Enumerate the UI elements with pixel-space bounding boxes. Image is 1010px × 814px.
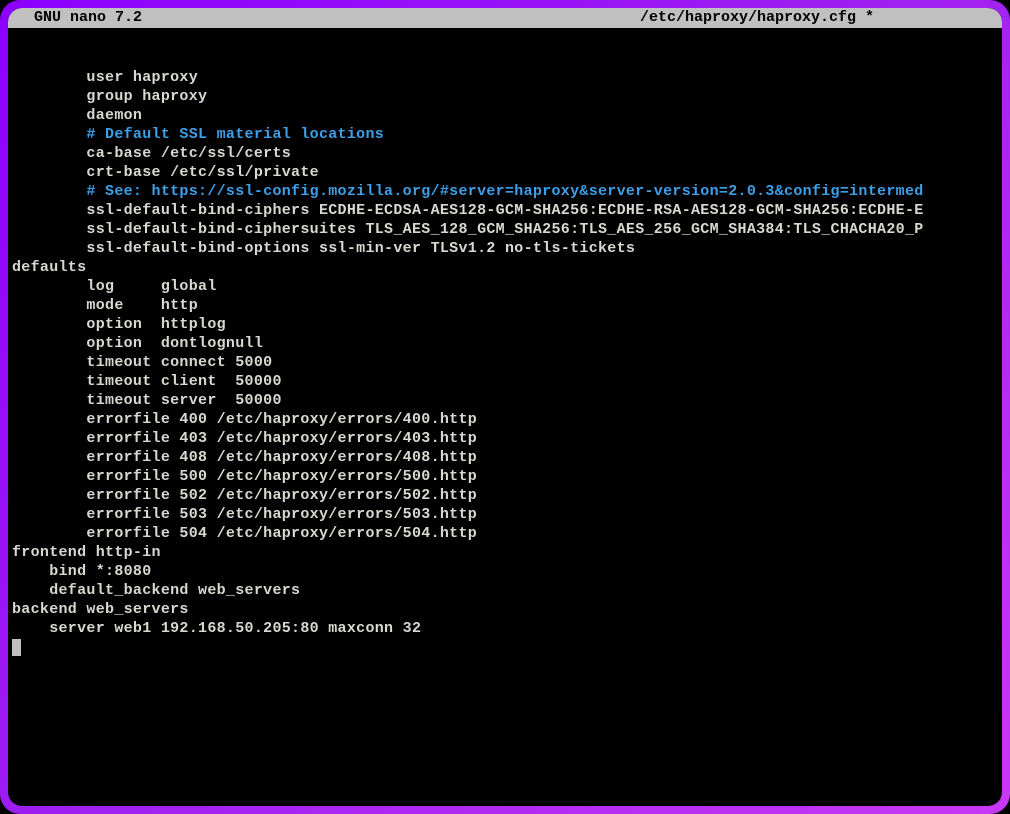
config-text: ssl-default-bind-ciphersuites TLS_AES_12… xyxy=(12,221,924,238)
editor-line: mode http xyxy=(8,296,1002,315)
config-text: timeout connect 5000 xyxy=(12,354,272,371)
config-text: user haproxy xyxy=(12,69,198,86)
cursor xyxy=(12,639,21,656)
terminal-inner: GNU nano 7.2 /etc/haproxy/haproxy.cfg * … xyxy=(8,8,1002,806)
config-text: group haproxy xyxy=(12,88,207,105)
config-text: ssl-default-bind-options ssl-min-ver TLS… xyxy=(12,240,635,257)
config-text: errorfile 400 /etc/haproxy/errors/400.ht… xyxy=(12,411,477,428)
config-text: frontend http-in xyxy=(12,544,161,561)
editor-line: group haproxy xyxy=(8,87,1002,106)
editor-line: log global xyxy=(8,277,1002,296)
config-text: errorfile 500 /etc/haproxy/errors/500.ht… xyxy=(12,468,477,485)
editor-line: errorfile 504 /etc/haproxy/errors/504.ht… xyxy=(8,524,1002,543)
editor-line: frontend http-in xyxy=(8,543,1002,562)
editor-line: timeout client 50000 xyxy=(8,372,1002,391)
editor-line: ca-base /etc/ssl/certs xyxy=(8,144,1002,163)
editor-line: errorfile 500 /etc/haproxy/errors/500.ht… xyxy=(8,467,1002,486)
editor-line: defaults xyxy=(8,258,1002,277)
editor-line: timeout server 50000 xyxy=(8,391,1002,410)
config-text: mode http xyxy=(12,297,198,314)
config-text: ca-base /etc/ssl/certs xyxy=(12,145,291,162)
config-text: server web1 192.168.50.205:80 maxconn 32 xyxy=(12,620,421,637)
config-text: crt-base /etc/ssl/private xyxy=(12,164,319,181)
editor-line: ssl-default-bind-ciphersuites TLS_AES_12… xyxy=(8,220,1002,239)
editor-line: default_backend web_servers xyxy=(8,581,1002,600)
config-text: errorfile 502 /etc/haproxy/errors/502.ht… xyxy=(12,487,477,504)
config-text: option dontlognull xyxy=(12,335,263,352)
config-text: default_backend web_servers xyxy=(12,582,300,599)
app-name: GNU nano 7.2 xyxy=(16,8,142,28)
title-spacer xyxy=(142,8,640,28)
editor-line: option dontlognull xyxy=(8,334,1002,353)
editor-line: errorfile 502 /etc/haproxy/errors/502.ht… xyxy=(8,486,1002,505)
editor-line: user haproxy xyxy=(8,68,1002,87)
editor-line: errorfile 403 /etc/haproxy/errors/403.ht… xyxy=(8,429,1002,448)
editor-line: ssl-default-bind-options ssl-min-ver TLS… xyxy=(8,239,1002,258)
file-path: /etc/haproxy/haproxy.cfg * xyxy=(640,8,994,28)
editor-line: # Default SSL material locations xyxy=(8,125,1002,144)
editor-line: errorfile 408 /etc/haproxy/errors/408.ht… xyxy=(8,448,1002,467)
config-text: errorfile 408 /etc/haproxy/errors/408.ht… xyxy=(12,449,477,466)
editor-line: crt-base /etc/ssl/private xyxy=(8,163,1002,182)
config-text: option httplog xyxy=(12,316,226,333)
config-text: timeout client 50000 xyxy=(12,373,282,390)
config-text: timeout server 50000 xyxy=(12,392,282,409)
config-text: daemon xyxy=(12,107,142,124)
nano-title-bar: GNU nano 7.2 /etc/haproxy/haproxy.cfg * xyxy=(8,8,1002,28)
config-text: errorfile 503 /etc/haproxy/errors/503.ht… xyxy=(12,506,477,523)
config-text: backend web_servers xyxy=(12,601,189,618)
editor-line: errorfile 400 /etc/haproxy/errors/400.ht… xyxy=(8,410,1002,429)
editor-line: backend web_servers xyxy=(8,600,1002,619)
editor-line: # See: https://ssl-config.mozilla.org/#s… xyxy=(8,182,1002,201)
config-text: errorfile 504 /etc/haproxy/errors/504.ht… xyxy=(12,525,477,542)
config-text: ssl-default-bind-ciphers ECDHE-ECDSA-AES… xyxy=(12,202,924,219)
config-text: log global xyxy=(12,278,217,295)
config-text: defaults xyxy=(12,259,86,276)
editor-line: bind *:8080 xyxy=(8,562,1002,581)
editor-line: ssl-default-bind-ciphers ECDHE-ECDSA-AES… xyxy=(8,201,1002,220)
editor-line: daemon xyxy=(8,106,1002,125)
editor-line: timeout connect 5000 xyxy=(8,353,1002,372)
comment-text: # See: https://ssl-config.mozilla.org/#s… xyxy=(12,183,924,200)
editor-line: errorfile 503 /etc/haproxy/errors/503.ht… xyxy=(8,505,1002,524)
terminal-window: GNU nano 7.2 /etc/haproxy/haproxy.cfg * … xyxy=(0,0,1010,814)
config-text: bind *:8080 xyxy=(12,563,152,580)
cursor-line xyxy=(8,638,1002,657)
comment-text: # Default SSL material locations xyxy=(12,126,384,143)
editor-line: server web1 192.168.50.205:80 maxconn 32 xyxy=(8,619,1002,638)
editor-area[interactable]: user haproxy group haproxy daemon # Defa… xyxy=(8,28,1002,657)
config-text: errorfile 403 /etc/haproxy/errors/403.ht… xyxy=(12,430,477,447)
editor-line: option httplog xyxy=(8,315,1002,334)
